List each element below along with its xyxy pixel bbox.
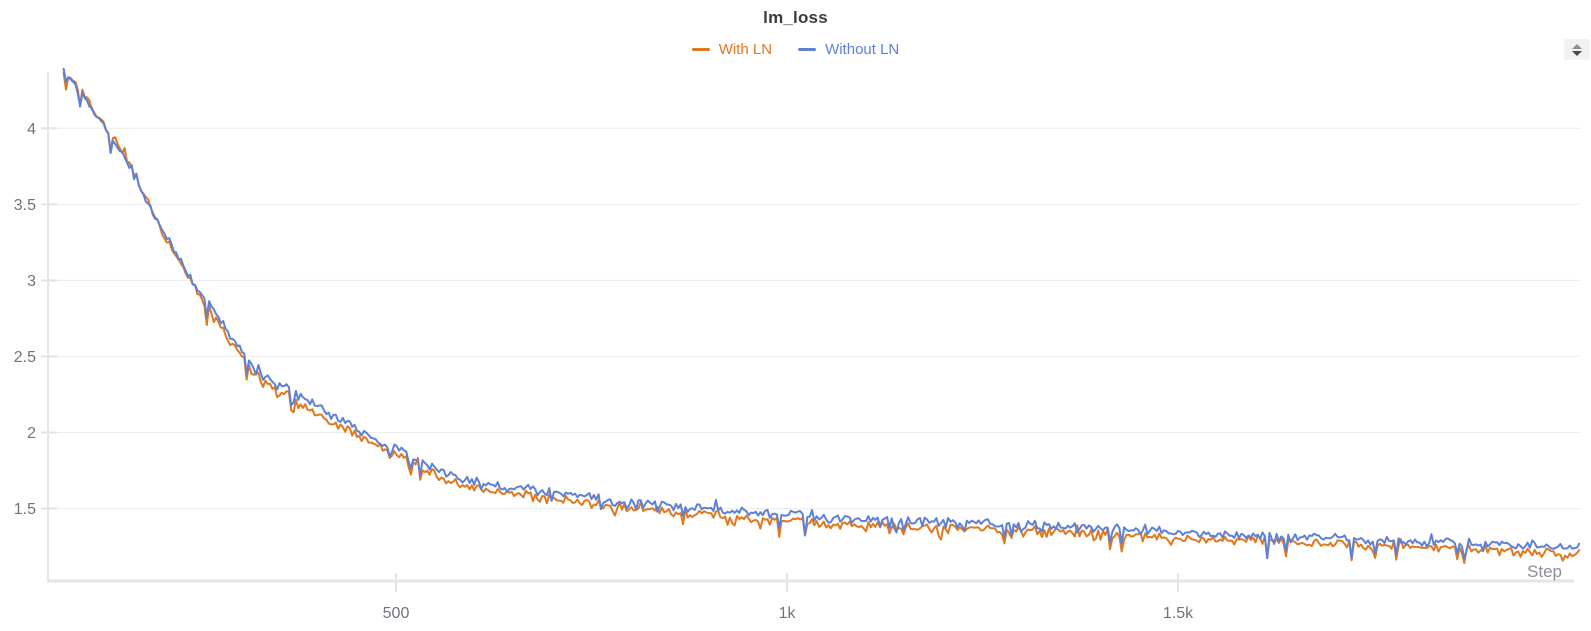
chart-title: lm_loss [763, 8, 828, 27]
arrow-up-icon [1572, 43, 1582, 49]
series-path-with-ln [62, 71, 1580, 564]
legend-label-with-ln: With LN [718, 41, 773, 58]
y-tick-label: 3 [27, 273, 36, 290]
legend-swatch-without-ln-icon [798, 48, 817, 51]
x-tick-label: 1k [779, 605, 797, 622]
y-tick-label: 2.5 [14, 349, 36, 366]
x-tick-label: 1.5k [1163, 605, 1194, 622]
legend-swatch-with-ln-icon [691, 48, 710, 51]
y-tick-label: 2 [27, 425, 36, 442]
legend-item-without-ln[interactable]: Without LN [798, 41, 899, 58]
y-tick-label: 1.5 [14, 501, 36, 518]
y-tick-label: 3.5 [14, 197, 36, 214]
x-axis-title: Step [1527, 562, 1562, 581]
panel-stepper-button[interactable] [1564, 39, 1590, 60]
legend-item-with-ln[interactable]: With LN [691, 41, 773, 58]
arrow-down-icon [1572, 50, 1582, 56]
legend-label-without-ln: Without LN [825, 41, 900, 58]
x-tick-label: 500 [383, 605, 410, 622]
chart-legend: With LN Without LN [0, 41, 1591, 58]
y-tick-label: 4 [27, 121, 36, 138]
series-path-without-ln [62, 68, 1580, 560]
